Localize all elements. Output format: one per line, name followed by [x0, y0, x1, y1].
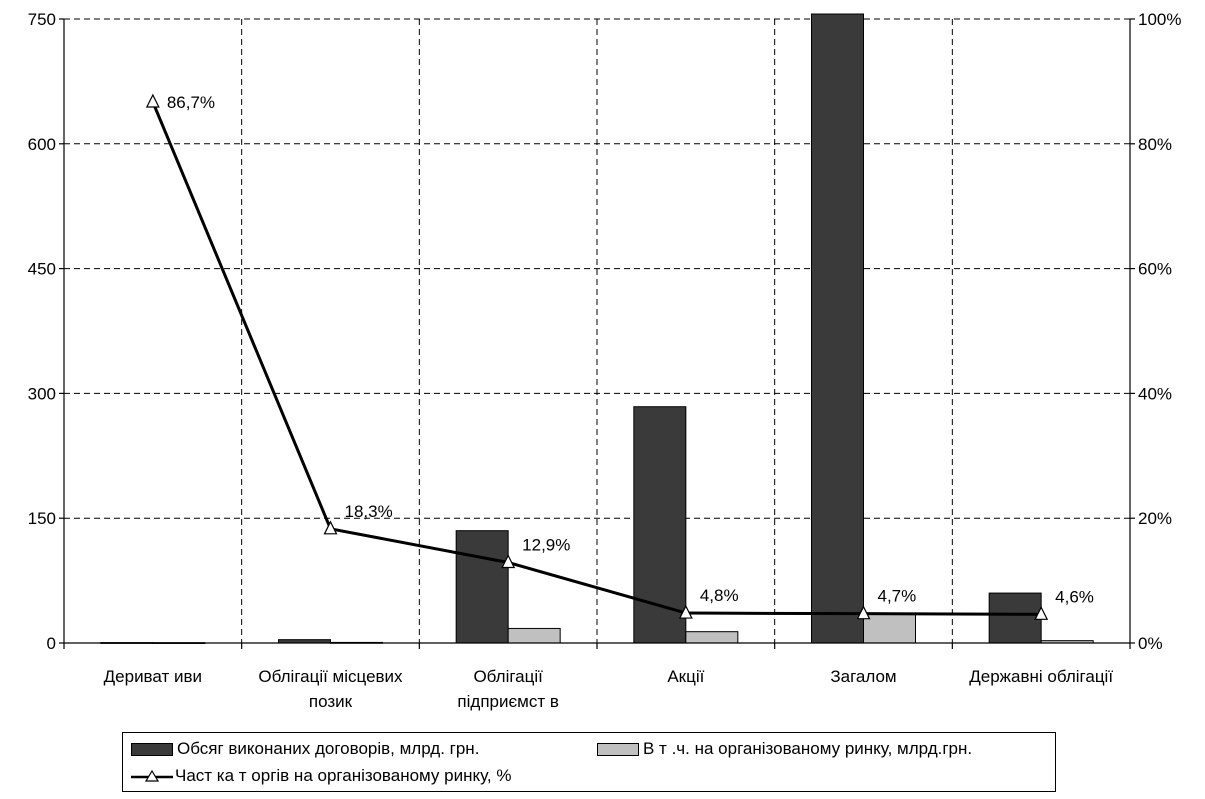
data-point-marker	[145, 93, 160, 108]
legend-item-share: Част ка т оргів на організованому ринку,…	[131, 766, 511, 786]
x-category-label: Облігації	[473, 667, 543, 686]
bar	[811, 13, 864, 644]
x-category-label: позик	[309, 692, 353, 711]
y-left-tick-label: 750	[28, 10, 56, 29]
legend-item-organized: В т .ч. на організованому ринку, млрд.гр…	[597, 739, 972, 759]
data-point-marker	[1034, 605, 1049, 620]
data-label: 4,7%	[878, 587, 917, 606]
legend-swatch-dark	[131, 742, 173, 756]
x-category-label: Акції	[667, 667, 704, 686]
data-point-marker	[678, 604, 693, 619]
legend-label-share: Част ка т оргів на організованому ринку,…	[175, 766, 512, 785]
data-label: 86,7%	[167, 93, 215, 112]
bar	[988, 592, 1042, 644]
y-left-tick-label: 600	[28, 135, 56, 154]
bar	[507, 627, 561, 644]
data-label: 4,6%	[1055, 587, 1094, 606]
x-category-label: Облігації місцевих	[258, 667, 403, 686]
data-point-marker	[501, 554, 516, 569]
x-category-label: Загалом	[830, 667, 896, 686]
x-category-label: Державні облігації	[969, 667, 1113, 686]
legend-label-organized: В т .ч. на організованому ринку, млрд.гр…	[643, 739, 973, 758]
bar	[633, 406, 687, 644]
y-right-tick-label: 40%	[1138, 384, 1172, 403]
data-label: 4,8%	[700, 586, 739, 605]
data-label: 18,3%	[345, 502, 393, 521]
bar	[863, 612, 916, 644]
y-right-tick-label: 20%	[1138, 509, 1172, 528]
y-right-tick-label: 60%	[1138, 260, 1172, 279]
y-left-tick-label: 450	[28, 260, 56, 279]
tick-labels: 0 0% 150 20% 300 40% 450 60% 600 80% 750 100% 86,7% 1…	[28, 10, 1182, 711]
x-category-label: Дериват иви	[104, 667, 202, 686]
bar	[685, 631, 739, 644]
legend-item-volume: Обсяг виконаних договорів, млрд. грн.	[131, 739, 479, 759]
data-point-marker	[323, 520, 338, 535]
axes	[59, 18, 1135, 649]
legend-line-marker-icon	[131, 769, 173, 782]
data-point-marker	[856, 605, 871, 620]
y-right-tick-label: 0%	[1138, 634, 1163, 653]
y-right-tick-label: 80%	[1138, 135, 1172, 154]
y-right-tick-label: 100%	[1138, 10, 1181, 29]
x-category-label: підприємст в	[457, 692, 558, 711]
share-line	[145, 93, 1049, 620]
data-label: 12,9%	[522, 536, 570, 555]
y-left-tick-label: 0	[47, 634, 56, 653]
legend: Обсяг виконаних договорів, млрд. грн. В …	[122, 732, 1056, 792]
legend-label-volume: Обсяг виконаних договорів, млрд. грн.	[177, 739, 480, 758]
y-left-tick-label: 300	[28, 384, 56, 403]
grid-lines	[64, 18, 1130, 643]
legend-swatch-light	[597, 742, 639, 756]
share-line-path	[151, 101, 1042, 616]
bar	[455, 530, 509, 644]
y-left-tick-label: 150	[28, 509, 56, 528]
